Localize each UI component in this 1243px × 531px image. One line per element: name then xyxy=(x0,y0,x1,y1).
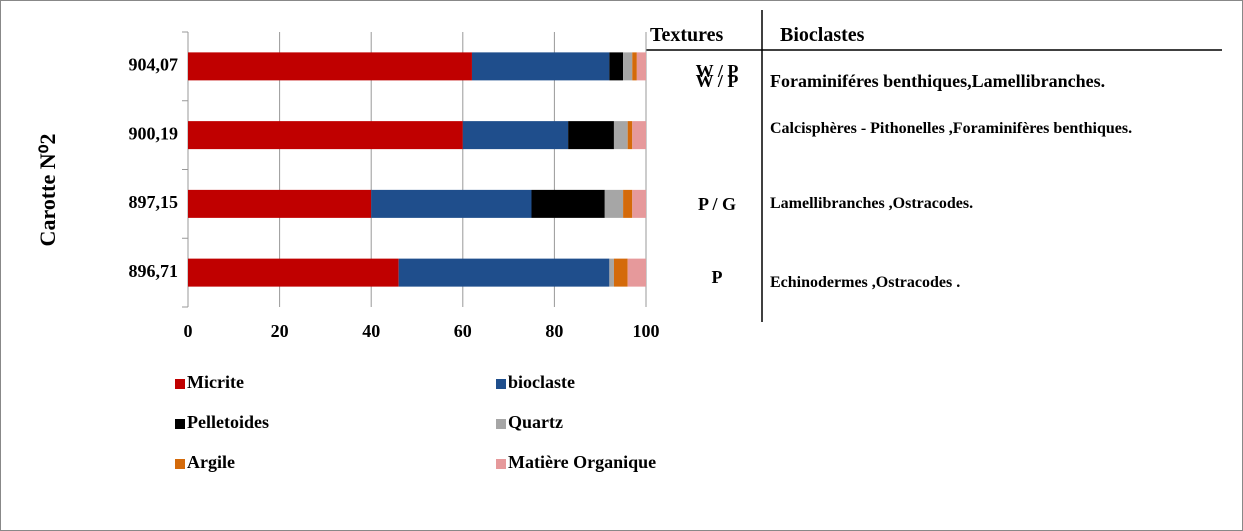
texture-cell: W / P xyxy=(695,61,739,81)
bar-segment xyxy=(609,52,624,81)
legend-swatch xyxy=(175,419,185,429)
bar-segment xyxy=(613,258,628,287)
bar-segment xyxy=(627,258,646,287)
x-tick-label: 60 xyxy=(454,321,472,341)
legend-swatch xyxy=(175,379,185,389)
bar-segment xyxy=(632,121,646,150)
legend-swatch xyxy=(496,459,506,469)
bioclaste-cell: Calcisphères - Pithonelles ,Foraminifère… xyxy=(770,120,1133,137)
bioclaste-cell: Echinodermes ,Ostracodes . xyxy=(770,274,961,291)
legend-swatch xyxy=(496,379,506,389)
bar-segment xyxy=(623,52,633,81)
bar-segment xyxy=(613,121,628,150)
bar-segment xyxy=(188,52,472,81)
bar-segment xyxy=(609,258,614,287)
bar-segment xyxy=(188,121,463,150)
bar-segment xyxy=(188,258,399,287)
bar-segment xyxy=(632,52,637,81)
x-tick-label: 20 xyxy=(271,321,289,341)
legend-label: Micrite xyxy=(187,372,244,392)
bar-segment xyxy=(568,121,614,150)
texture-cell: W / P xyxy=(695,71,739,91)
x-tick-label: 0 xyxy=(184,321,193,341)
x-tick-label: 80 xyxy=(545,321,563,341)
bar-segment xyxy=(632,189,646,218)
bar-segment xyxy=(371,189,532,218)
bar-segment xyxy=(636,52,646,81)
legend-swatch xyxy=(496,419,506,429)
bar-segment xyxy=(471,52,610,81)
bioclaste-cell: Foraminiféres benthiques,Lamellibranches… xyxy=(770,71,1106,91)
bar-segment xyxy=(398,258,610,287)
y-tick-label: 896,71 xyxy=(129,261,179,281)
y-axis-label: Carotte N⁰2 xyxy=(35,134,60,247)
legend-label: Matière Organique xyxy=(508,452,656,472)
table-header: Bioclastes xyxy=(780,24,865,46)
y-tick-label: 897,15 xyxy=(129,192,179,212)
bar-segment xyxy=(462,121,569,150)
legend-label: Quartz xyxy=(508,412,563,432)
legend-label: Pelletoides xyxy=(187,412,269,432)
y-tick-label: 900,19 xyxy=(129,123,179,143)
bar-segment xyxy=(623,189,633,218)
bioclaste-cell: Lamellibranches ,Ostracodes. xyxy=(770,195,974,212)
texture-cell: P / G xyxy=(697,194,736,214)
legend-label: bioclaste xyxy=(508,372,575,392)
x-tick-label: 40 xyxy=(362,321,380,341)
legend-label: Argile xyxy=(187,452,235,472)
table-header: Textures xyxy=(650,24,724,46)
bar-segment xyxy=(627,121,633,150)
texture-cell: P xyxy=(711,267,723,287)
bar-segment xyxy=(531,189,605,218)
x-tick-label: 100 xyxy=(633,321,660,341)
legend-swatch xyxy=(175,459,185,469)
y-tick-label: 904,07 xyxy=(129,55,179,75)
bar-segment xyxy=(188,189,372,218)
bar-segment xyxy=(604,189,624,218)
